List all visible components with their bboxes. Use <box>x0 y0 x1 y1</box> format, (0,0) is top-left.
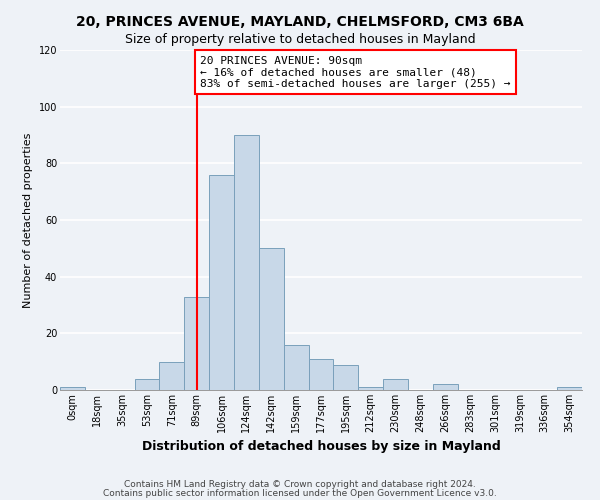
Bar <box>259 248 284 390</box>
Bar <box>284 344 308 390</box>
Bar <box>160 362 184 390</box>
Bar <box>433 384 458 390</box>
Bar <box>209 174 234 390</box>
Bar <box>308 359 334 390</box>
Bar <box>234 135 259 390</box>
Text: 20 PRINCES AVENUE: 90sqm
← 16% of detached houses are smaller (48)
83% of semi-d: 20 PRINCES AVENUE: 90sqm ← 16% of detach… <box>200 56 511 89</box>
X-axis label: Distribution of detached houses by size in Mayland: Distribution of detached houses by size … <box>142 440 500 454</box>
Bar <box>557 387 582 390</box>
Bar <box>134 378 160 390</box>
Bar <box>358 387 383 390</box>
Text: Size of property relative to detached houses in Mayland: Size of property relative to detached ho… <box>125 32 475 46</box>
Y-axis label: Number of detached properties: Number of detached properties <box>23 132 33 308</box>
Text: Contains public sector information licensed under the Open Government Licence v3: Contains public sector information licen… <box>103 488 497 498</box>
Text: 20, PRINCES AVENUE, MAYLAND, CHELMSFORD, CM3 6BA: 20, PRINCES AVENUE, MAYLAND, CHELMSFORD,… <box>76 15 524 29</box>
Bar <box>60 387 85 390</box>
Text: Contains HM Land Registry data © Crown copyright and database right 2024.: Contains HM Land Registry data © Crown c… <box>124 480 476 489</box>
Bar <box>383 378 408 390</box>
Bar <box>334 364 358 390</box>
Bar <box>184 296 209 390</box>
